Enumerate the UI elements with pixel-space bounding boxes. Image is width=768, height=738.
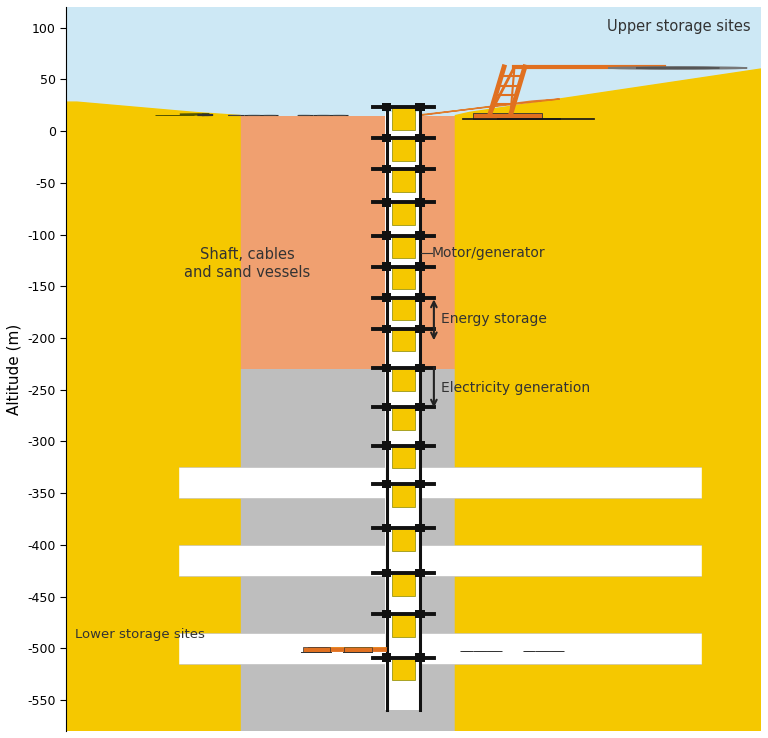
Text: Electricity generation: Electricity generation bbox=[441, 381, 590, 395]
Bar bbox=[415, 569, 425, 577]
Bar bbox=[303, 646, 330, 652]
Bar bbox=[129, 467, 750, 498]
Bar bbox=[497, 118, 594, 119]
Bar bbox=[382, 364, 391, 372]
Bar bbox=[415, 165, 425, 173]
Bar bbox=[66, 369, 761, 731]
Polygon shape bbox=[129, 632, 177, 663]
Bar bbox=[392, 107, 415, 130]
Bar bbox=[382, 199, 391, 207]
Bar bbox=[392, 328, 415, 351]
Bar bbox=[392, 235, 415, 258]
Polygon shape bbox=[129, 467, 177, 498]
Bar bbox=[415, 653, 425, 662]
Bar bbox=[382, 524, 391, 532]
Bar bbox=[344, 646, 372, 652]
Bar bbox=[392, 266, 415, 289]
Polygon shape bbox=[129, 467, 177, 498]
Bar bbox=[415, 199, 425, 207]
Bar bbox=[415, 403, 425, 411]
Bar bbox=[392, 407, 415, 430]
Bar bbox=[462, 118, 560, 119]
Polygon shape bbox=[129, 632, 177, 663]
Bar bbox=[392, 138, 415, 161]
Polygon shape bbox=[129, 545, 177, 576]
Bar bbox=[382, 134, 391, 142]
Bar bbox=[392, 573, 415, 596]
Bar bbox=[392, 202, 415, 225]
Bar bbox=[473, 114, 542, 119]
Bar bbox=[129, 632, 750, 663]
Bar bbox=[415, 441, 425, 449]
Bar bbox=[382, 653, 391, 662]
Bar bbox=[382, 403, 391, 411]
Text: Lower storage sites: Lower storage sites bbox=[74, 628, 204, 641]
Text: Motor/generator: Motor/generator bbox=[432, 246, 545, 260]
Bar bbox=[66, 116, 761, 369]
Polygon shape bbox=[129, 545, 177, 576]
Circle shape bbox=[636, 67, 720, 69]
Bar bbox=[415, 263, 425, 271]
Bar bbox=[415, 610, 425, 618]
Bar bbox=[415, 232, 425, 240]
Bar bbox=[392, 614, 415, 637]
Bar bbox=[386, 112, 422, 711]
Y-axis label: Altitude (m): Altitude (m) bbox=[7, 323, 22, 415]
Bar bbox=[415, 134, 425, 142]
Bar bbox=[343, 652, 373, 653]
Bar bbox=[382, 569, 391, 577]
Bar bbox=[415, 480, 425, 488]
Bar bbox=[382, 480, 391, 488]
Bar bbox=[382, 232, 391, 240]
Text: Shaft, cables
and sand vessels: Shaft, cables and sand vessels bbox=[184, 247, 310, 280]
Bar bbox=[129, 545, 750, 576]
Polygon shape bbox=[66, 102, 240, 731]
Polygon shape bbox=[702, 545, 750, 576]
Bar bbox=[382, 103, 391, 111]
Bar bbox=[415, 325, 425, 333]
Bar bbox=[392, 484, 415, 506]
Polygon shape bbox=[702, 467, 750, 498]
Bar bbox=[382, 165, 391, 173]
Bar bbox=[392, 658, 415, 680]
Polygon shape bbox=[455, 69, 761, 731]
Bar bbox=[382, 610, 391, 618]
Bar bbox=[392, 528, 415, 551]
Text: Energy storage: Energy storage bbox=[441, 312, 547, 326]
Polygon shape bbox=[702, 632, 750, 663]
Bar bbox=[382, 441, 391, 449]
Bar bbox=[382, 325, 391, 333]
Bar bbox=[415, 103, 425, 111]
Text: Upper storage sites: Upper storage sites bbox=[607, 19, 750, 35]
Bar bbox=[382, 263, 391, 271]
Polygon shape bbox=[403, 99, 560, 117]
Bar bbox=[415, 294, 425, 302]
Bar bbox=[301, 652, 332, 653]
Bar bbox=[66, 7, 761, 116]
Bar bbox=[392, 368, 415, 390]
Bar bbox=[392, 297, 415, 320]
Bar bbox=[392, 169, 415, 192]
Circle shape bbox=[608, 67, 747, 69]
Bar bbox=[415, 524, 425, 532]
Bar bbox=[415, 364, 425, 372]
Bar bbox=[392, 446, 415, 469]
Bar bbox=[382, 294, 391, 302]
